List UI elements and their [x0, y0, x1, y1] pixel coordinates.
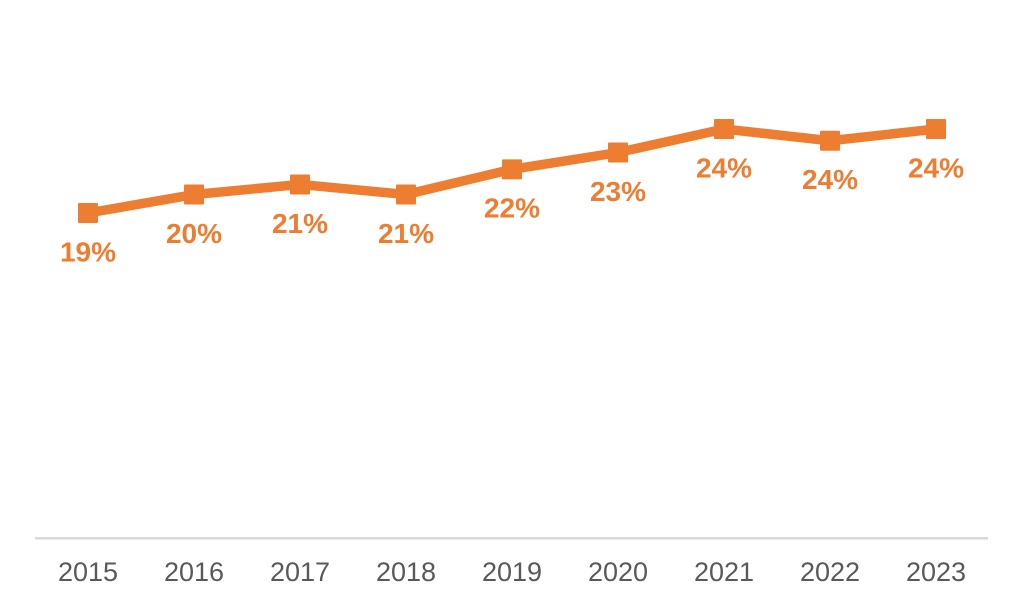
data-marker — [396, 184, 416, 205]
data-label: 21% — [272, 208, 328, 239]
x-axis-tick-label: 2023 — [906, 557, 966, 587]
x-axis-tick-label: 2020 — [588, 557, 648, 587]
data-label: 22% — [484, 193, 540, 224]
data-label: 24% — [802, 164, 858, 195]
x-axis-tick-label: 2015 — [58, 557, 118, 587]
data-marker — [290, 174, 310, 195]
data-label: 24% — [908, 152, 964, 183]
x-axis-tick-label: 2018 — [376, 557, 436, 587]
data-marker — [820, 130, 840, 151]
x-axis-tick-label: 2022 — [800, 557, 860, 587]
data-marker — [926, 119, 946, 139]
data-marker — [714, 119, 734, 139]
data-label: 19% — [60, 236, 116, 267]
x-axis-tick-label: 2017 — [270, 557, 330, 587]
data-label: 23% — [590, 176, 646, 207]
data-marker — [608, 142, 628, 163]
x-axis-tick-label: 2021 — [694, 557, 754, 587]
data-marker — [78, 203, 98, 223]
data-marker — [502, 159, 522, 180]
data-label: 21% — [378, 218, 434, 249]
x-axis-line — [35, 537, 988, 540]
data-label: 24% — [696, 152, 752, 183]
x-axis-tick-label: 2016 — [164, 557, 224, 587]
data-label: 20% — [166, 218, 222, 249]
data-marker — [184, 184, 204, 205]
x-axis-tick-label: 2019 — [482, 557, 542, 587]
